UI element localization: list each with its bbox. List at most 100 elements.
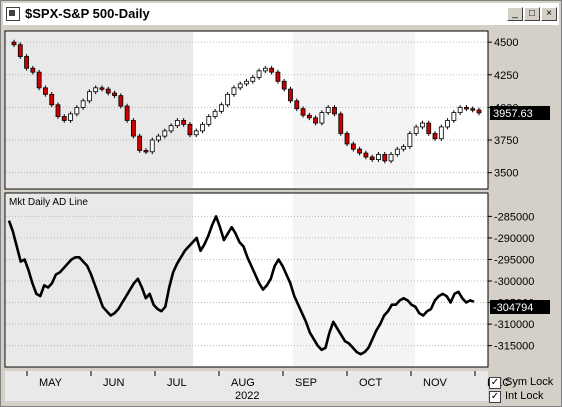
candle-body bbox=[36, 71, 42, 89]
candle-body bbox=[470, 108, 476, 111]
candle-body bbox=[200, 123, 205, 132]
candle-body bbox=[225, 93, 231, 106]
candle-body bbox=[376, 153, 381, 160]
candle-body bbox=[382, 153, 388, 162]
candle-body bbox=[250, 76, 256, 82]
candle-body bbox=[451, 112, 457, 121]
price-tick-label: 3750 bbox=[494, 135, 518, 147]
candle-body bbox=[162, 130, 168, 137]
candle-body bbox=[168, 125, 174, 132]
candle-body bbox=[350, 143, 356, 150]
price-tick-label: 4250 bbox=[494, 70, 518, 82]
price-last-value-box bbox=[490, 106, 550, 120]
candle-body bbox=[269, 67, 275, 73]
candle-body bbox=[401, 146, 406, 150]
candle-body bbox=[130, 120, 136, 137]
candle-body bbox=[193, 130, 199, 136]
maximize-button[interactable]: □ bbox=[524, 7, 540, 21]
candle-body bbox=[413, 126, 419, 134]
candle-body bbox=[124, 105, 130, 121]
candle-body bbox=[237, 83, 243, 89]
x-axis-month-label: JUL bbox=[167, 377, 187, 389]
candle-body bbox=[118, 95, 124, 107]
ad-tick-label: -295000 bbox=[494, 254, 534, 266]
x-axis-month-label: JUN bbox=[103, 377, 124, 389]
candle-body bbox=[300, 108, 306, 116]
candle-body bbox=[87, 91, 92, 102]
ad-y-axis: -285000-290000-295000-300000-305000-3100… bbox=[488, 211, 534, 353]
price-grid bbox=[6, 41, 488, 174]
candle-body bbox=[438, 126, 444, 140]
ad-last-value-box bbox=[490, 300, 550, 314]
candle-body bbox=[275, 71, 281, 82]
candle-body bbox=[11, 41, 17, 46]
candle-body bbox=[137, 135, 143, 151]
candle-body bbox=[206, 116, 212, 125]
candle-body bbox=[68, 113, 73, 121]
candle-body bbox=[99, 87, 105, 90]
price-candles bbox=[11, 39, 482, 164]
candle-body bbox=[80, 100, 86, 108]
candle-body bbox=[30, 67, 36, 73]
candle-body bbox=[156, 135, 161, 141]
candle-body bbox=[420, 122, 425, 128]
candle-body bbox=[174, 120, 180, 127]
candle-body bbox=[457, 106, 463, 114]
candle-body bbox=[319, 112, 325, 124]
x-axis-months: MAYJUNJULAUGSEPOCTNOVDEC bbox=[26, 371, 510, 389]
x-axis-bg bbox=[5, 371, 488, 401]
candle-body bbox=[294, 100, 300, 110]
candle-body bbox=[43, 87, 48, 95]
candle-body bbox=[363, 152, 369, 158]
x-axis-month-label: SEP bbox=[295, 377, 317, 389]
ad-tick-label: -285000 bbox=[494, 211, 534, 223]
int-lock-checkbox[interactable]: ✓ bbox=[489, 391, 501, 403]
candle-body bbox=[426, 122, 432, 134]
price-shade-left bbox=[6, 32, 193, 188]
sym-lock-label[interactable]: Sym Lock bbox=[505, 376, 554, 388]
candle-body bbox=[281, 80, 287, 90]
candle-body bbox=[262, 67, 268, 72]
candle-body bbox=[93, 87, 99, 93]
price-shade-right bbox=[293, 32, 415, 188]
candle-body bbox=[181, 120, 187, 125]
title-bar[interactable]: $SPX-S&P 500-Daily _ □ × bbox=[3, 3, 559, 25]
ad-line-series bbox=[7, 215, 475, 356]
x-axis-month-label: OCT bbox=[359, 377, 383, 389]
candle-body bbox=[74, 106, 80, 115]
price-tick-label: 3500 bbox=[494, 168, 518, 180]
ad-last-value: -304794 bbox=[493, 302, 533, 314]
candle-body bbox=[24, 56, 29, 69]
price-last-value: 3957.63 bbox=[493, 108, 533, 120]
candle-body bbox=[218, 104, 224, 112]
ad-shade-right bbox=[293, 194, 415, 366]
candle-body bbox=[369, 156, 375, 160]
ad-tick-label: -300000 bbox=[494, 276, 534, 288]
candle-body bbox=[212, 110, 218, 117]
window-title: $SPX-S&P 500-Daily bbox=[25, 6, 150, 21]
candle-body bbox=[61, 116, 67, 121]
candle-body bbox=[394, 148, 400, 155]
ad-tick-label: -290000 bbox=[494, 233, 534, 245]
candle-body bbox=[143, 150, 149, 153]
ad-tick-label: -315000 bbox=[494, 341, 534, 353]
x-axis-year: 2022 bbox=[235, 390, 259, 402]
int-lock-label[interactable]: Int Lock bbox=[505, 390, 544, 402]
x-axis-month-label: NOV bbox=[423, 377, 448, 389]
candle-body bbox=[432, 133, 438, 140]
candle-body bbox=[244, 80, 249, 85]
minimize-button[interactable]: _ bbox=[507, 7, 523, 21]
candle-body bbox=[407, 133, 413, 147]
candle-body bbox=[55, 104, 61, 117]
candle-body bbox=[313, 117, 319, 124]
candle-body bbox=[187, 123, 193, 136]
sym-lock-checkbox[interactable]: ✓ bbox=[489, 377, 501, 389]
candle-body bbox=[17, 44, 23, 57]
candle-body bbox=[149, 139, 155, 153]
candle-body bbox=[49, 93, 55, 106]
candle-body bbox=[338, 113, 344, 134]
close-button[interactable]: × bbox=[541, 7, 557, 21]
app-icon[interactable] bbox=[6, 7, 20, 21]
candle-body bbox=[332, 106, 337, 115]
